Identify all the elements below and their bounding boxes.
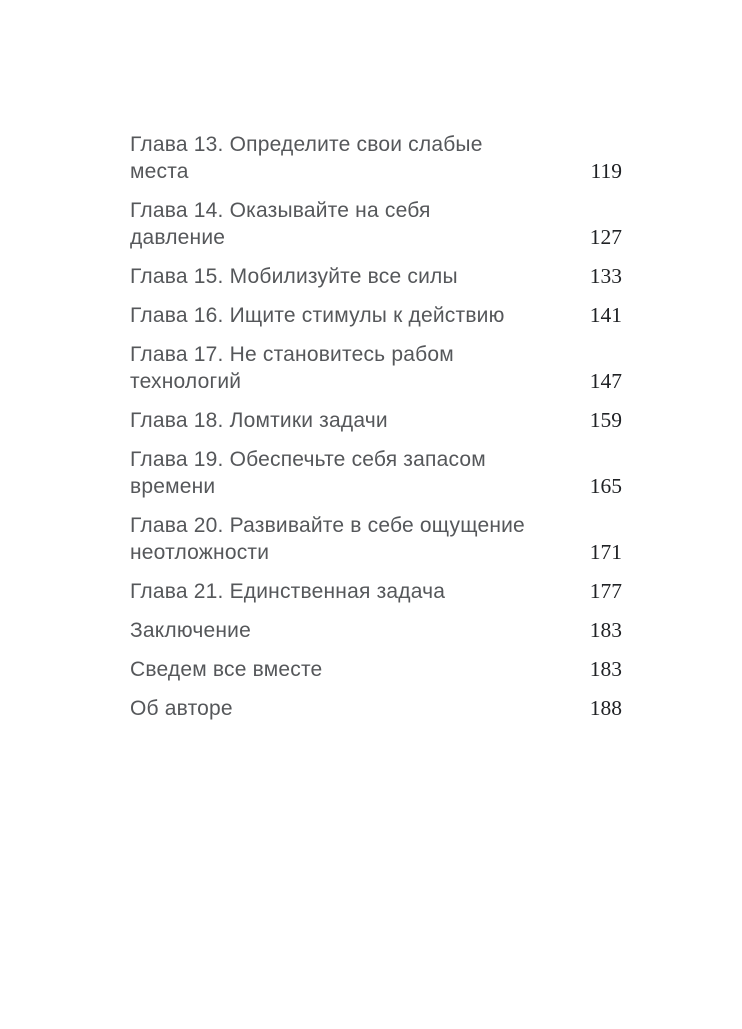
toc-entry-page-number: 127 <box>589 225 622 249</box>
toc-entry-title: Глава 16. Ищите стимулы к действию <box>130 304 505 327</box>
table-of-contents: Глава 13. Определите свои слабые места 1… <box>130 131 622 734</box>
toc-entry: Глава 19. Обеспечьте себя запасом времен… <box>130 446 622 500</box>
toc-entry: Глава 13. Определите свои слабые места 1… <box>130 131 622 185</box>
toc-entry-page-number: 177 <box>589 579 622 603</box>
toc-entry-title: Сведем все вместе <box>130 658 323 681</box>
toc-entry: Глава 21. Единственная задача 177 <box>130 578 622 605</box>
toc-entry-title: Заключение <box>130 619 251 642</box>
toc-entry-page-number: 171 <box>589 540 622 564</box>
toc-entry: Об авторе 188 <box>130 695 622 722</box>
toc-entry-page-number: 147 <box>589 369 622 393</box>
toc-entry: Глава 14. Оказывайте на себя давление 12… <box>130 197 622 251</box>
toc-entry-page-number: 133 <box>589 264 622 288</box>
toc-entry-title: Глава 13. Определите свои слабые места <box>130 133 483 183</box>
toc-entry: Глава 18. Ломтики задачи 159 <box>130 407 622 434</box>
toc-entry-title: Об авторе <box>130 697 233 720</box>
toc-entry-title: Глава 17. Не становитесь рабом технологи… <box>130 343 454 393</box>
toc-entry-page-number: 159 <box>589 408 622 432</box>
toc-entry-title: Глава 20. Развивайте в себе ощущение нео… <box>130 512 525 566</box>
toc-entry-page-number: 141 <box>589 303 622 327</box>
toc-entry-title: Глава 15. Мобилизуйте все силы <box>130 265 458 288</box>
toc-entry-page-number: 188 <box>589 696 622 720</box>
toc-entry: Глава 16. Ищите стимулы к действию 141 <box>130 302 622 329</box>
toc-entry-page-number: 165 <box>589 474 622 498</box>
toc-entry-title: Глава 14. Оказывайте на себя давление <box>130 199 431 249</box>
toc-entry: Заключение 183 <box>130 617 622 644</box>
toc-entry-title: Глава 18. Ломтики задачи <box>130 409 388 432</box>
toc-entry-title-line1: Глава 20. Развивайте в себе ощущение <box>130 514 525 537</box>
toc-entry-page-number: 183 <box>589 618 622 642</box>
toc-entry-page-number: 183 <box>589 657 622 681</box>
toc-entry-page-number: 119 <box>590 159 622 183</box>
toc-entry: Глава 20. Развивайте в себе ощущение нео… <box>130 512 622 566</box>
toc-entry: Глава 15. Мобилизуйте все силы 133 <box>130 263 622 290</box>
toc-entry: Сведем все вместе 183 <box>130 656 622 683</box>
toc-entry-title-line2: неотложности <box>130 541 270 564</box>
toc-entry-title: Глава 19. Обеспечьте себя запасом времен… <box>130 448 486 498</box>
toc-entry: Глава 17. Не становитесь рабом технологи… <box>130 341 622 395</box>
toc-entry-title: Глава 21. Единственная задача <box>130 580 446 603</box>
